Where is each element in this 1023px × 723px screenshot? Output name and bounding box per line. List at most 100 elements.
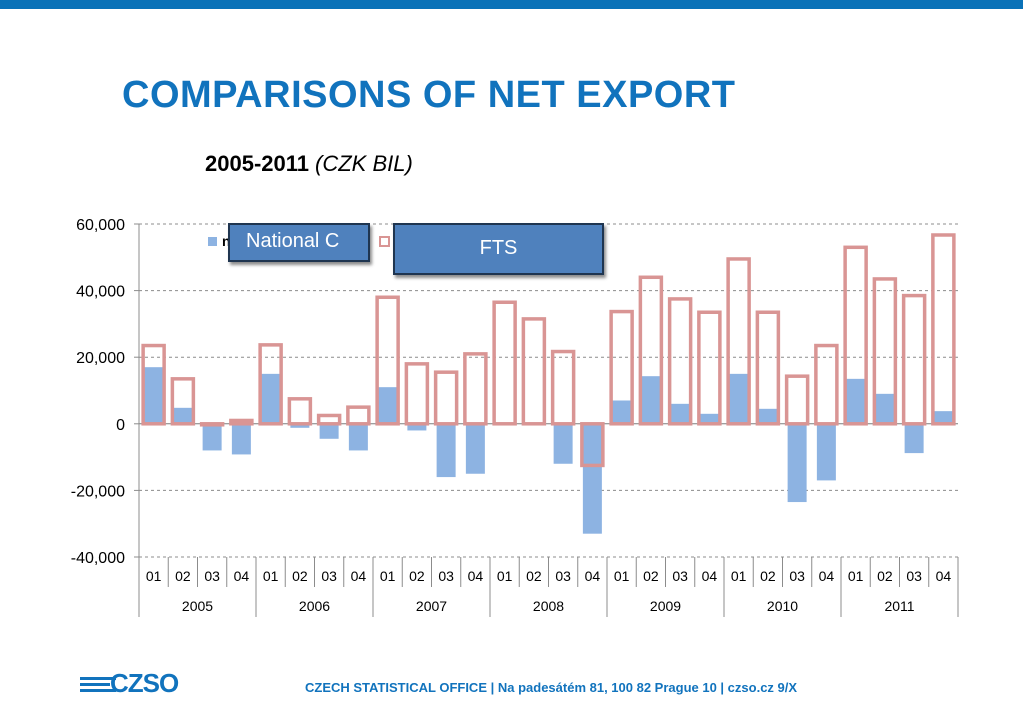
bar-fts bbox=[726, 257, 751, 426]
x-tick-label: 02 bbox=[409, 568, 425, 584]
y-tick-label: 40,000 bbox=[76, 284, 125, 301]
logo-wordmark: CZSO bbox=[110, 668, 179, 698]
bar-fts bbox=[463, 352, 488, 426]
legend-swatch-national bbox=[208, 237, 217, 246]
x-tick-label: 02 bbox=[760, 568, 776, 584]
bar-national bbox=[173, 407, 193, 424]
x-tick-label: 01 bbox=[614, 568, 630, 584]
chart-subtitle: 2005-2011 (CZK BIL) bbox=[205, 151, 413, 177]
bar-national bbox=[261, 373, 281, 424]
bar-national bbox=[582, 423, 602, 534]
bar-fts bbox=[755, 310, 781, 426]
callout-national-label: National C bbox=[246, 230, 340, 252]
bar-fts bbox=[872, 277, 898, 426]
bar-national bbox=[875, 393, 895, 424]
bar-national bbox=[933, 411, 953, 424]
subtitle-unit: (CZK BIL) bbox=[315, 151, 413, 176]
bar-fts bbox=[814, 343, 839, 426]
page-title: COMPARISONS OF NET EXPORT bbox=[122, 74, 736, 116]
year-label: 2006 bbox=[299, 598, 330, 614]
year-label: 2008 bbox=[533, 598, 564, 614]
x-tick-label: 04 bbox=[585, 568, 601, 584]
bar-national bbox=[787, 423, 807, 503]
y-tick-label: 20,000 bbox=[76, 350, 125, 367]
bar-fts bbox=[521, 317, 547, 426]
bar-national bbox=[846, 378, 866, 424]
x-tick-label: 04 bbox=[468, 568, 484, 584]
bar-fts bbox=[550, 349, 576, 426]
bar-national bbox=[699, 413, 719, 424]
subtitle-years: 2005-2011 bbox=[205, 151, 309, 176]
x-tick-label: 01 bbox=[497, 568, 513, 584]
year-label: 2011 bbox=[884, 598, 914, 614]
bar-national bbox=[670, 403, 690, 424]
bar-fts bbox=[492, 300, 517, 426]
bar-national bbox=[436, 423, 456, 478]
bar-fts bbox=[141, 343, 166, 426]
bar-national bbox=[612, 400, 632, 424]
bar-national bbox=[290, 423, 310, 428]
bar-fts bbox=[199, 422, 225, 427]
y-tick-label: 0 bbox=[116, 417, 125, 434]
bar-fts bbox=[229, 418, 254, 426]
year-label: 2005 bbox=[182, 598, 213, 614]
y-tick-label: -40,000 bbox=[71, 550, 125, 567]
x-tick-label: 04 bbox=[702, 568, 718, 584]
year-label: 2009 bbox=[650, 598, 681, 614]
x-tick-label: 02 bbox=[292, 568, 308, 584]
bar-national bbox=[904, 423, 924, 454]
bar-fts bbox=[170, 377, 196, 426]
callout-fts: FTS bbox=[393, 223, 604, 275]
bar-fts bbox=[404, 362, 430, 426]
y-tick-label: -20,000 bbox=[71, 483, 125, 500]
bar-national bbox=[348, 423, 368, 451]
x-tick-label: 02 bbox=[175, 568, 191, 584]
x-tick-label: 04 bbox=[351, 568, 367, 584]
x-tick-label: 03 bbox=[204, 568, 220, 584]
y-tick-label: 60,000 bbox=[76, 217, 125, 234]
bar-national bbox=[641, 376, 661, 424]
bar-national bbox=[231, 423, 251, 455]
bar-fts bbox=[667, 297, 693, 426]
bar-fts bbox=[697, 310, 722, 426]
x-tick-label: 03 bbox=[321, 568, 337, 584]
bar-national bbox=[816, 423, 836, 481]
x-tick-label: 03 bbox=[555, 568, 571, 584]
x-tick-label: 01 bbox=[380, 568, 396, 584]
x-tick-label: 03 bbox=[438, 568, 454, 584]
bar-national bbox=[407, 423, 427, 431]
x-tick-label: 04 bbox=[819, 568, 835, 584]
x-tick-label: 02 bbox=[877, 568, 893, 584]
footer-text: CZECH STATISTICAL OFFICE | Na padesátém … bbox=[305, 680, 798, 695]
czso-logo: CZSO bbox=[80, 668, 190, 698]
bar-national bbox=[465, 423, 485, 474]
x-tick-label: 04 bbox=[936, 568, 952, 584]
bar-national bbox=[729, 373, 749, 424]
bar-national bbox=[553, 423, 573, 464]
year-label: 2007 bbox=[416, 598, 447, 614]
callout-national: National C bbox=[228, 223, 370, 262]
x-tick-label: 04 bbox=[234, 568, 250, 584]
bar-national bbox=[144, 367, 164, 424]
legend-label-partial: n bbox=[222, 233, 231, 249]
bar-fts bbox=[346, 405, 371, 426]
callout-fts-label: FTS bbox=[479, 237, 518, 259]
x-tick-label: 01 bbox=[146, 568, 162, 584]
bar-fts bbox=[433, 370, 459, 426]
x-tick-label: 03 bbox=[906, 568, 922, 584]
bar-fts bbox=[375, 295, 400, 426]
x-tick-label: 02 bbox=[643, 568, 659, 584]
bar-fts bbox=[901, 293, 927, 426]
x-tick-label: 03 bbox=[672, 568, 688, 584]
bar-fts bbox=[580, 422, 605, 468]
x-tick-label: 01 bbox=[848, 568, 864, 584]
bar-fts bbox=[609, 309, 634, 426]
bar-national bbox=[202, 423, 222, 451]
top-accent-bar bbox=[0, 0, 1023, 9]
bar-fts bbox=[784, 374, 810, 426]
x-tick-label: 03 bbox=[789, 568, 805, 584]
x-tick-label: 02 bbox=[526, 568, 542, 584]
bar-fts bbox=[287, 397, 313, 426]
bar-fts bbox=[931, 233, 956, 426]
